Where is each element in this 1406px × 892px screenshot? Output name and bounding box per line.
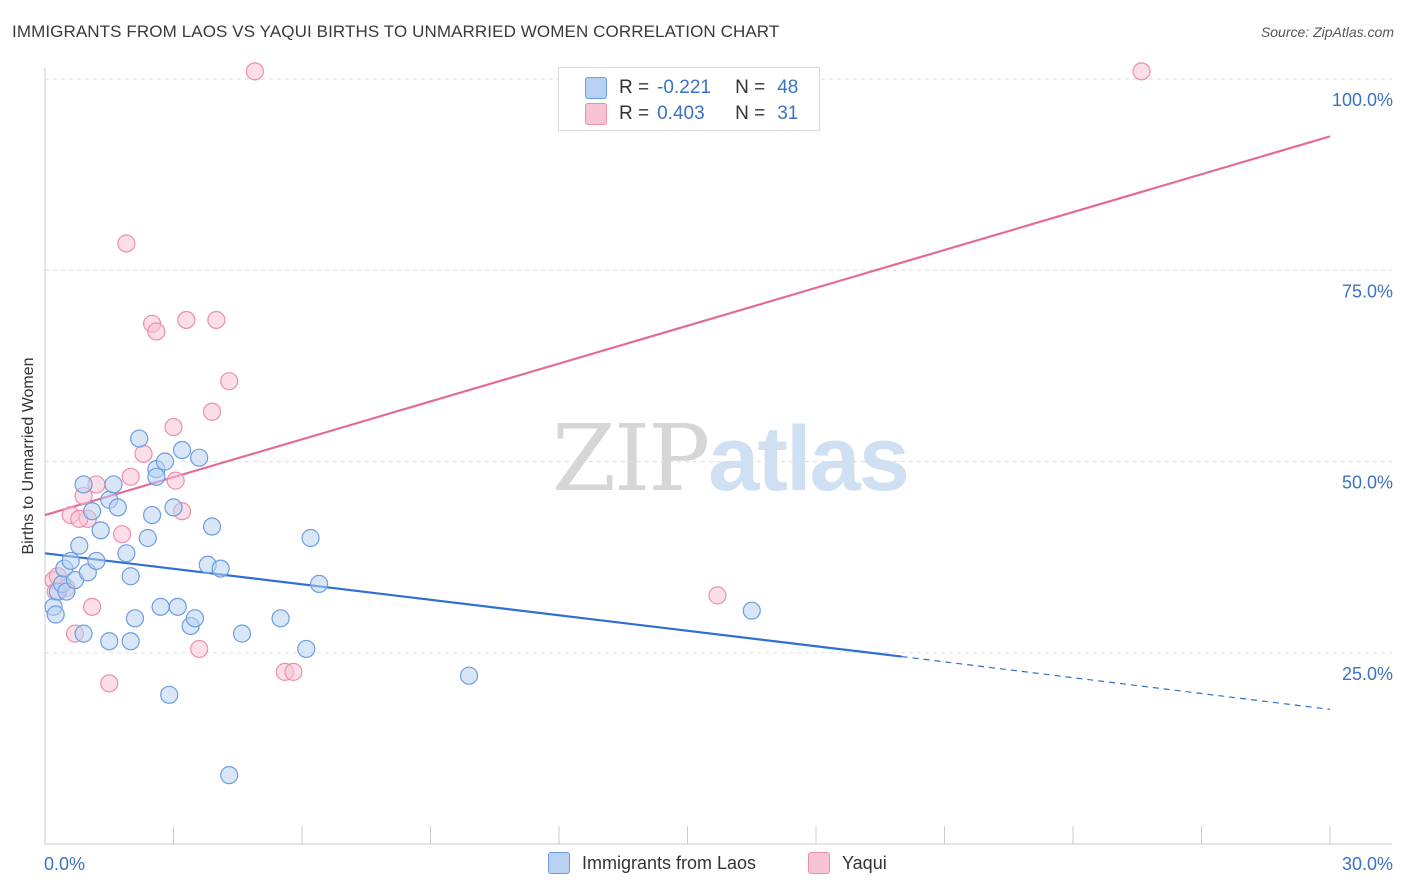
legend-r-label: R = bbox=[619, 77, 650, 98]
data-point-laos bbox=[108, 498, 127, 517]
bottom-legend-yaqui: Yaqui bbox=[808, 852, 887, 874]
data-point-yaqui bbox=[220, 372, 239, 391]
bottom-legend-swatch-laos bbox=[548, 852, 570, 874]
watermark-atlas: atlas bbox=[708, 408, 910, 510]
data-point-yaqui bbox=[284, 662, 303, 681]
y-tick-label: 100.0% bbox=[1332, 90, 1393, 110]
data-point-yaqui bbox=[177, 310, 196, 330]
trend-line-laos-extension bbox=[901, 655, 1331, 710]
watermark: ZIPatlas bbox=[552, 405, 910, 512]
y-tick-label: 25.0% bbox=[1342, 664, 1393, 684]
data-point-laos bbox=[125, 609, 145, 628]
legend-n-value: 48 bbox=[777, 77, 799, 98]
data-point-laos bbox=[310, 574, 329, 594]
data-point-laos bbox=[74, 475, 93, 494]
data-point-yaqui bbox=[147, 322, 166, 341]
data-point-laos bbox=[70, 536, 89, 555]
data-point-yaqui bbox=[190, 639, 209, 659]
bottom-legend-label-laos: Immigrants from Laos bbox=[582, 852, 757, 873]
y-tick-label: 50.0% bbox=[1342, 473, 1393, 493]
data-point-laos bbox=[74, 624, 93, 643]
data-point-laos bbox=[87, 551, 106, 571]
x-tick-label: 30.0% bbox=[1342, 854, 1393, 874]
legend-n-value: 31 bbox=[777, 103, 799, 124]
x-tick-label: 0.0% bbox=[44, 854, 85, 874]
source-label: Source: ZipAtlas.com bbox=[1260, 24, 1394, 40]
data-point-laos bbox=[121, 632, 140, 651]
legend-n-label: N = bbox=[735, 77, 766, 98]
legend-row-laos: R = -0.221 N = 48 bbox=[585, 76, 798, 100]
legend-swatch-yaqui bbox=[585, 103, 607, 125]
data-point-laos bbox=[164, 498, 183, 517]
data-point-laos bbox=[168, 597, 187, 616]
data-point-laos bbox=[459, 666, 479, 685]
bottom-legend-laos: Immigrants from Laos bbox=[548, 852, 756, 874]
data-point-laos bbox=[61, 551, 80, 571]
data-point-laos bbox=[138, 528, 157, 548]
data-point-yaqui bbox=[100, 674, 119, 693]
trend-line-laos bbox=[44, 552, 902, 658]
data-point-yaqui bbox=[83, 597, 102, 616]
data-point-laos bbox=[232, 624, 252, 643]
chart-title: IMMIGRANTS FROM LAOS VS YAQUI BIRTHS TO … bbox=[12, 22, 780, 41]
data-point-laos bbox=[83, 502, 102, 521]
data-point-laos bbox=[190, 448, 209, 467]
bottom-legend-swatch-yaqui bbox=[808, 852, 830, 874]
bottom-legend-label-yaqui: Yaqui bbox=[842, 852, 887, 873]
data-point-laos bbox=[117, 544, 136, 563]
data-point-laos bbox=[742, 601, 761, 620]
data-point-yaqui bbox=[708, 586, 727, 605]
legend-row-yaqui: R = 0.403 N = 31 bbox=[585, 102, 798, 126]
data-point-laos bbox=[91, 521, 110, 540]
data-point-laos bbox=[155, 452, 175, 471]
data-point-yaqui bbox=[117, 234, 136, 253]
data-point-laos bbox=[151, 597, 170, 616]
data-point-laos bbox=[160, 685, 179, 704]
correlation-legend: R = -0.221 N = 48 R = 0.403 N = 31 bbox=[558, 67, 820, 131]
data-point-yaqui bbox=[1132, 62, 1151, 81]
data-point-yaqui bbox=[166, 471, 185, 490]
data-point-yaqui bbox=[202, 402, 222, 421]
data-point-laos bbox=[147, 467, 166, 486]
data-point-laos bbox=[211, 559, 230, 578]
data-point-laos bbox=[172, 440, 192, 460]
legend-r-value: -0.221 bbox=[657, 77, 711, 98]
data-point-laos bbox=[104, 475, 123, 494]
data-point-laos bbox=[100, 632, 119, 651]
watermark-zip: ZIP bbox=[552, 405, 710, 512]
legend-swatch-laos bbox=[585, 77, 607, 99]
legend-n-label: N = bbox=[735, 103, 766, 124]
data-point-yaqui bbox=[121, 467, 140, 486]
data-point-yaqui bbox=[134, 444, 153, 463]
data-point-laos bbox=[297, 639, 316, 659]
data-point-laos bbox=[46, 605, 65, 624]
data-point-laos bbox=[185, 609, 205, 628]
data-point-yaqui bbox=[112, 525, 132, 544]
data-point-laos bbox=[202, 517, 222, 536]
trend-line-yaqui bbox=[44, 135, 1331, 517]
legend-r-value: 0.403 bbox=[657, 103, 705, 124]
data-point-laos bbox=[121, 567, 140, 586]
data-point-laos bbox=[301, 528, 320, 548]
data-point-yaqui bbox=[245, 62, 264, 81]
data-point-laos bbox=[142, 505, 162, 525]
data-point-yaqui bbox=[164, 417, 183, 437]
data-point-laos bbox=[130, 429, 149, 448]
legend-r-label: R = bbox=[619, 103, 650, 124]
data-point-laos bbox=[220, 766, 239, 785]
data-point-laos bbox=[271, 609, 290, 628]
y-tick-label: 75.0% bbox=[1342, 281, 1393, 301]
data-point-yaqui bbox=[207, 310, 226, 330]
